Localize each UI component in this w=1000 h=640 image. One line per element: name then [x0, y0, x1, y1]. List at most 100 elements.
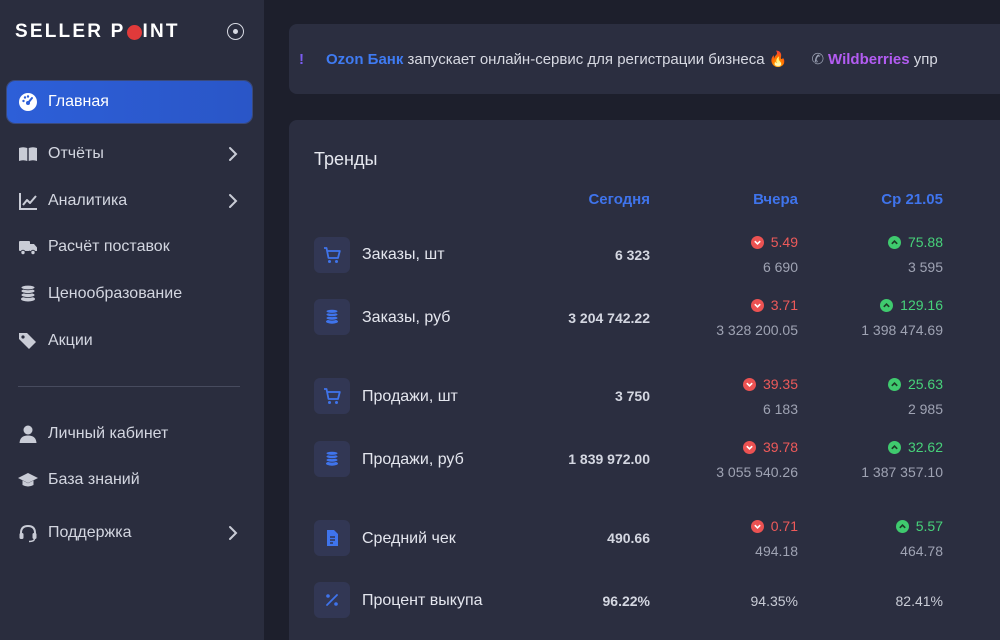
phone-icon: ✆ — [811, 51, 825, 68]
ticker-text: запускает онлайн-сервис для регистрации … — [403, 51, 788, 68]
sidebar-item-label: Акции — [48, 332, 93, 349]
pct-change: 39.78 — [762, 439, 798, 455]
row-label-buyout-rate: Процент выкупа — [362, 592, 483, 609]
ticker-brand-ozon[interactable]: Ozon Банк — [326, 51, 404, 68]
compare-date: 129.16 1 398 474.69 — [861, 297, 943, 338]
arrow-down-icon — [750, 235, 764, 249]
compare-value: 494.18 — [755, 543, 798, 559]
sidebar-item-knowledge-base[interactable]: База знаний — [7, 459, 252, 501]
row-label-sales-qty: Продажи, шт — [362, 388, 458, 405]
receipt-icon — [314, 520, 350, 556]
chevron-right-icon — [228, 193, 238, 209]
compare-value: 1 398 474.69 — [861, 322, 943, 338]
column-header-today: Сегодня — [588, 191, 650, 208]
news-ticker[interactable]: ! Ozon Банк запускает онлайн-сервис для р… — [289, 24, 1000, 94]
sidebar-item-label: Главная — [48, 93, 109, 110]
logo-dot-icon — [126, 24, 142, 40]
arrow-up-icon — [887, 440, 901, 454]
pct-change: 25.63 — [907, 376, 943, 392]
logo-text-right: INT — [142, 21, 180, 42]
app-logo[interactable]: SELLER P INT — [15, 21, 180, 43]
column-header-yesterday: Вчера — [753, 191, 798, 208]
chevron-right-icon — [228, 525, 238, 541]
user-icon — [18, 424, 38, 444]
compare-value: 2 985 — [907, 401, 943, 417]
compare-date: 5.57 464.78 — [895, 518, 943, 559]
sidebar-item-label: Аналитика — [48, 192, 128, 209]
sidebar-item-promotions[interactable]: Акции — [7, 320, 252, 362]
compare-value: 3 055 540.26 — [716, 464, 798, 480]
compare-value: 3 595 — [907, 259, 943, 275]
tags-icon — [18, 331, 38, 351]
value-today: 96.22% — [602, 593, 650, 609]
value-date: 82.41% — [895, 593, 943, 609]
compare-yesterday: 0.71 494.18 — [750, 518, 798, 559]
sidebar-item-support[interactable]: Поддержка — [7, 512, 252, 554]
value-today: 3 204 742.22 — [568, 310, 650, 326]
sidebar-item-home[interactable]: Главная — [7, 81, 252, 123]
row-label-avg-check: Средний чек — [362, 530, 456, 547]
value-today: 3 750 — [614, 388, 650, 404]
cart-icon — [314, 237, 350, 273]
book-open-icon — [18, 144, 38, 164]
coins-icon — [18, 284, 38, 304]
pct-change: 129.16 — [900, 297, 943, 313]
trends-card: Тренды Сегодня Вчера Ср 21.05 Заказы, шт… — [289, 120, 1000, 640]
column-header-date: Ср 21.05 — [881, 191, 943, 208]
ticker-brand-wildberries[interactable]: Wildberries — [828, 51, 910, 68]
arrow-up-icon — [895, 519, 909, 533]
sidebar-item-pricing[interactable]: Ценообразование — [7, 273, 252, 315]
truck-icon — [18, 237, 38, 257]
pct-change: 5.57 — [915, 518, 943, 534]
sidebar-divider — [18, 386, 240, 387]
pct-change: 0.71 — [770, 518, 798, 534]
pct-change: 3.71 — [770, 297, 798, 313]
arrow-down-icon — [742, 377, 756, 391]
compare-value: 6 183 — [762, 401, 798, 417]
arrow-up-icon — [880, 298, 894, 312]
coins-icon — [314, 299, 350, 335]
value-today: 6 323 — [614, 247, 650, 263]
compare-value: 6 690 — [762, 259, 798, 275]
compare-value: 464.78 — [900, 543, 943, 559]
value-today: 1 839 972.00 — [568, 451, 650, 467]
line-chart-icon — [18, 191, 38, 211]
row-label-orders-qty: Заказы, шт — [362, 246, 445, 263]
arrow-up-icon — [887, 377, 901, 391]
sidebar-item-label: Личный кабинет — [48, 425, 169, 442]
compare-date: 32.62 1 387 357.10 — [861, 439, 943, 480]
arrow-down-icon — [750, 298, 764, 312]
row-label-orders-rub: Заказы, руб — [362, 309, 451, 326]
sidebar-item-account[interactable]: Личный кабинет — [7, 413, 252, 455]
arrow-up-icon — [887, 235, 901, 249]
sidebar-item-label: Поддержка — [48, 524, 132, 541]
pct-change: 75.88 — [907, 234, 943, 250]
compare-value: 1 387 357.10 — [861, 464, 943, 480]
pct-change: 5.49 — [770, 234, 798, 250]
sidebar-item-analytics[interactable]: Аналитика — [7, 180, 252, 222]
ticker-lead: ! — [299, 51, 304, 68]
value-yesterday: 94.35% — [750, 593, 798, 609]
coins-icon — [314, 441, 350, 477]
graduation-cap-icon — [18, 470, 38, 490]
sidebar-item-supply-calc[interactable]: Расчёт поставок — [7, 226, 252, 268]
ticker-text: упр — [909, 51, 938, 68]
percent-icon — [314, 582, 350, 618]
headset-icon — [18, 523, 38, 543]
compare-date: 75.88 3 595 — [887, 234, 943, 275]
sidebar-item-label: Отчёты — [48, 145, 104, 162]
trends-title: Тренды — [314, 149, 378, 169]
compare-value: 3 328 200.05 — [716, 322, 798, 338]
pct-change: 32.62 — [907, 439, 943, 455]
arrow-down-icon — [742, 440, 756, 454]
sidebar-item-label: Ценообразование — [48, 285, 183, 302]
compare-date: 25.63 2 985 — [887, 376, 943, 417]
theme-toggle-icon[interactable] — [227, 23, 244, 40]
cart-icon — [314, 378, 350, 414]
sidebar-item-label: База знаний — [48, 471, 140, 488]
sidebar-item-label: Расчёт поставок — [48, 238, 170, 255]
compare-yesterday: 39.35 6 183 — [742, 376, 798, 417]
sidebar: SELLER P INT Главная Отчёты Аналитика Рас… — [0, 0, 264, 640]
chevron-right-icon — [228, 146, 238, 162]
sidebar-item-reports[interactable]: Отчёты — [7, 133, 252, 175]
